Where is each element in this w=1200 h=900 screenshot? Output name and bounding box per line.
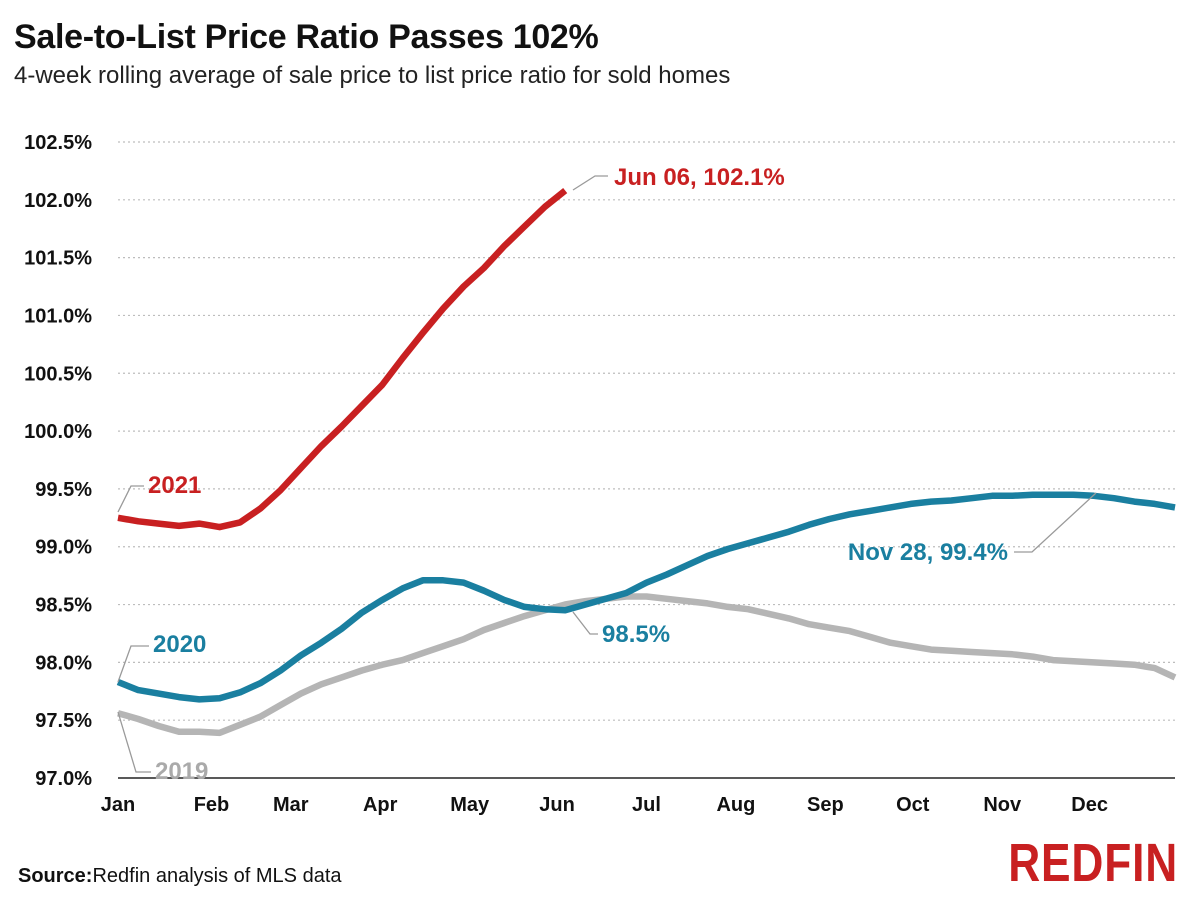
source-text: Redfin analysis of MLS data: [92, 865, 342, 887]
x-tick-label: Apr: [363, 794, 398, 816]
chart-subtitle: 4-week rolling average of sale price to …: [14, 62, 731, 89]
annotation-leader: [1014, 492, 1097, 553]
x-tick-label: Jun: [539, 794, 575, 816]
redfin-logo: REDFIN: [1008, 833, 1178, 893]
y-tick-label: 97.5%: [35, 710, 92, 732]
chart-title: Sale-to-List Price Ratio Passes 102%: [14, 18, 599, 56]
x-tick-label: Mar: [273, 794, 309, 816]
x-tick-label: Jul: [632, 794, 661, 816]
annotation-label: Nov 28, 99.4%: [848, 539, 1008, 566]
series-line-2020: [116, 491, 1176, 703]
annotation-leader: [572, 175, 608, 191]
x-tick-label: Oct: [896, 794, 930, 816]
x-tick-label: Sep: [807, 794, 844, 816]
y-tick-label: 102.5%: [24, 132, 92, 154]
y-tick-label: 98.5%: [35, 595, 92, 617]
y-tick-label: 101.0%: [24, 305, 92, 327]
source-note: Source:Redfin analysis of MLS data: [18, 865, 342, 888]
annotation-label: 2020: [153, 631, 206, 658]
y-tick-label: 101.5%: [24, 248, 92, 270]
x-tick-label: Feb: [194, 794, 230, 816]
y-tick-label: 99.0%: [35, 537, 92, 559]
y-tick-label: 100.5%: [24, 363, 92, 385]
annotation-label: Jun 06, 102.1%: [614, 164, 785, 191]
annotation-leader: [117, 645, 149, 683]
annotation-label: 2019: [155, 758, 208, 785]
annotation-label: 2021: [148, 472, 201, 499]
y-tick-label: 102.0%: [24, 190, 92, 212]
annotation-leader: [572, 611, 598, 635]
source-label: Source:: [18, 865, 93, 887]
y-tick-label: 98.0%: [35, 652, 92, 674]
x-tick-label: Aug: [716, 794, 755, 816]
x-tick-label: Dec: [1071, 794, 1108, 816]
y-tick-label: 99.5%: [35, 479, 92, 501]
x-tick-label: May: [450, 794, 490, 816]
y-tick-label: 100.0%: [24, 421, 92, 443]
x-tick-label: Nov: [983, 794, 1022, 816]
annotation-leader: [117, 485, 144, 513]
series-line-2021: [117, 188, 568, 531]
annotation-label: 98.5%: [602, 621, 670, 648]
y-tick-label: 97.0%: [35, 768, 92, 790]
annotation-leader: [117, 711, 151, 773]
x-tick-label: Jan: [101, 794, 135, 816]
series-line-2019: [117, 593, 1177, 737]
